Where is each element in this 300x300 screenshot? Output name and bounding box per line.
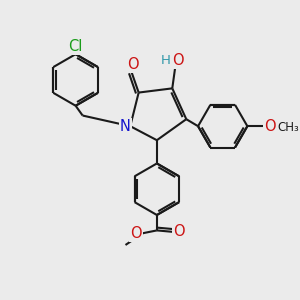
Text: Cl: Cl — [68, 39, 83, 54]
Text: O: O — [127, 57, 139, 72]
Text: CH₃: CH₃ — [277, 121, 299, 134]
Text: O: O — [265, 119, 276, 134]
Text: H: H — [160, 54, 170, 67]
Text: O: O — [130, 226, 142, 241]
Text: O: O — [173, 224, 185, 239]
Text: O: O — [172, 53, 184, 68]
Text: N: N — [120, 119, 130, 134]
